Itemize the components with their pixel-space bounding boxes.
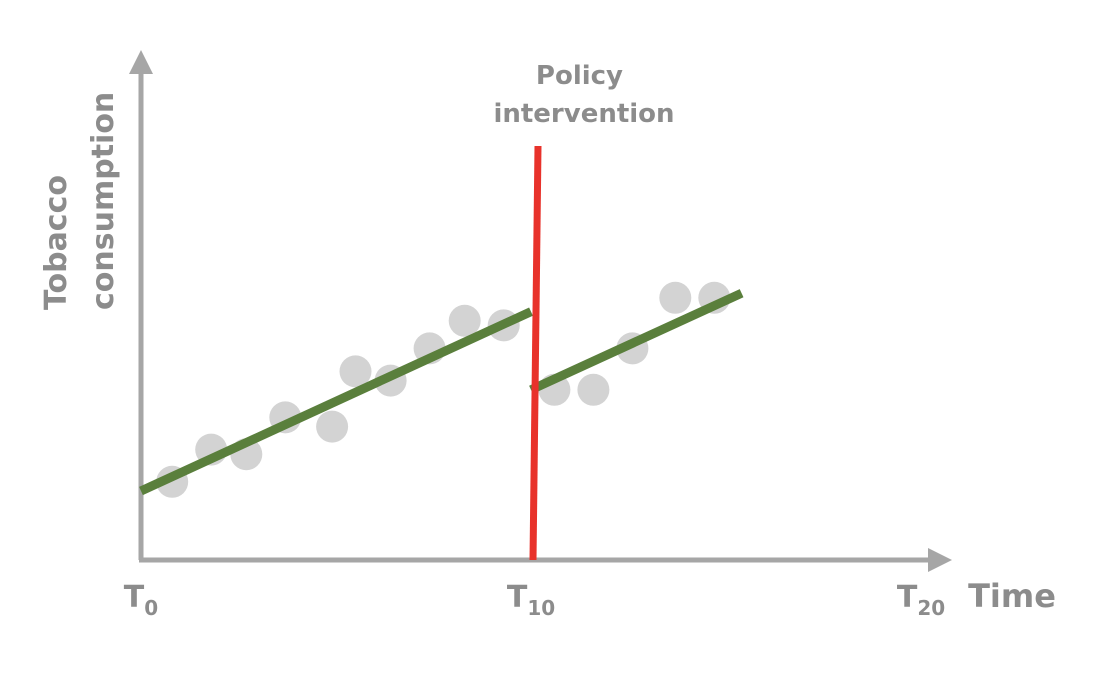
trend-line-1 (139, 307, 533, 496)
y-axis-label: Tobacco consumption (39, 92, 121, 310)
intervention-label-line-2: intervention (493, 99, 674, 129)
intervention-line (529, 145, 542, 561)
x-tick-label-2: T10 (507, 580, 555, 620)
trend-lines (139, 289, 744, 496)
y-axis-label-line-1: Tobacco (39, 175, 74, 310)
y-axis-label-line-2: consumption (86, 92, 121, 310)
x-axis-label: Time (968, 577, 1056, 615)
data-points (156, 281, 731, 498)
x-axis-arrow (928, 548, 952, 572)
intervention-label-line-1: Policy (536, 61, 623, 91)
data-point-12 (577, 373, 610, 406)
data-point-14 (659, 281, 692, 314)
data-point-6 (339, 355, 372, 388)
x-tick-label-1: T0 (124, 580, 158, 620)
data-point-5 (316, 410, 349, 443)
intervention-label: Policy intervention (493, 61, 674, 129)
intervention-marker (529, 145, 542, 561)
x-tick-labels: T0 T10 T20 (124, 580, 945, 620)
trend-line-2 (529, 289, 744, 394)
data-point-9 (448, 304, 481, 337)
x-tick-label-3: T20 (897, 580, 945, 620)
y-axis-arrow (129, 50, 153, 74)
